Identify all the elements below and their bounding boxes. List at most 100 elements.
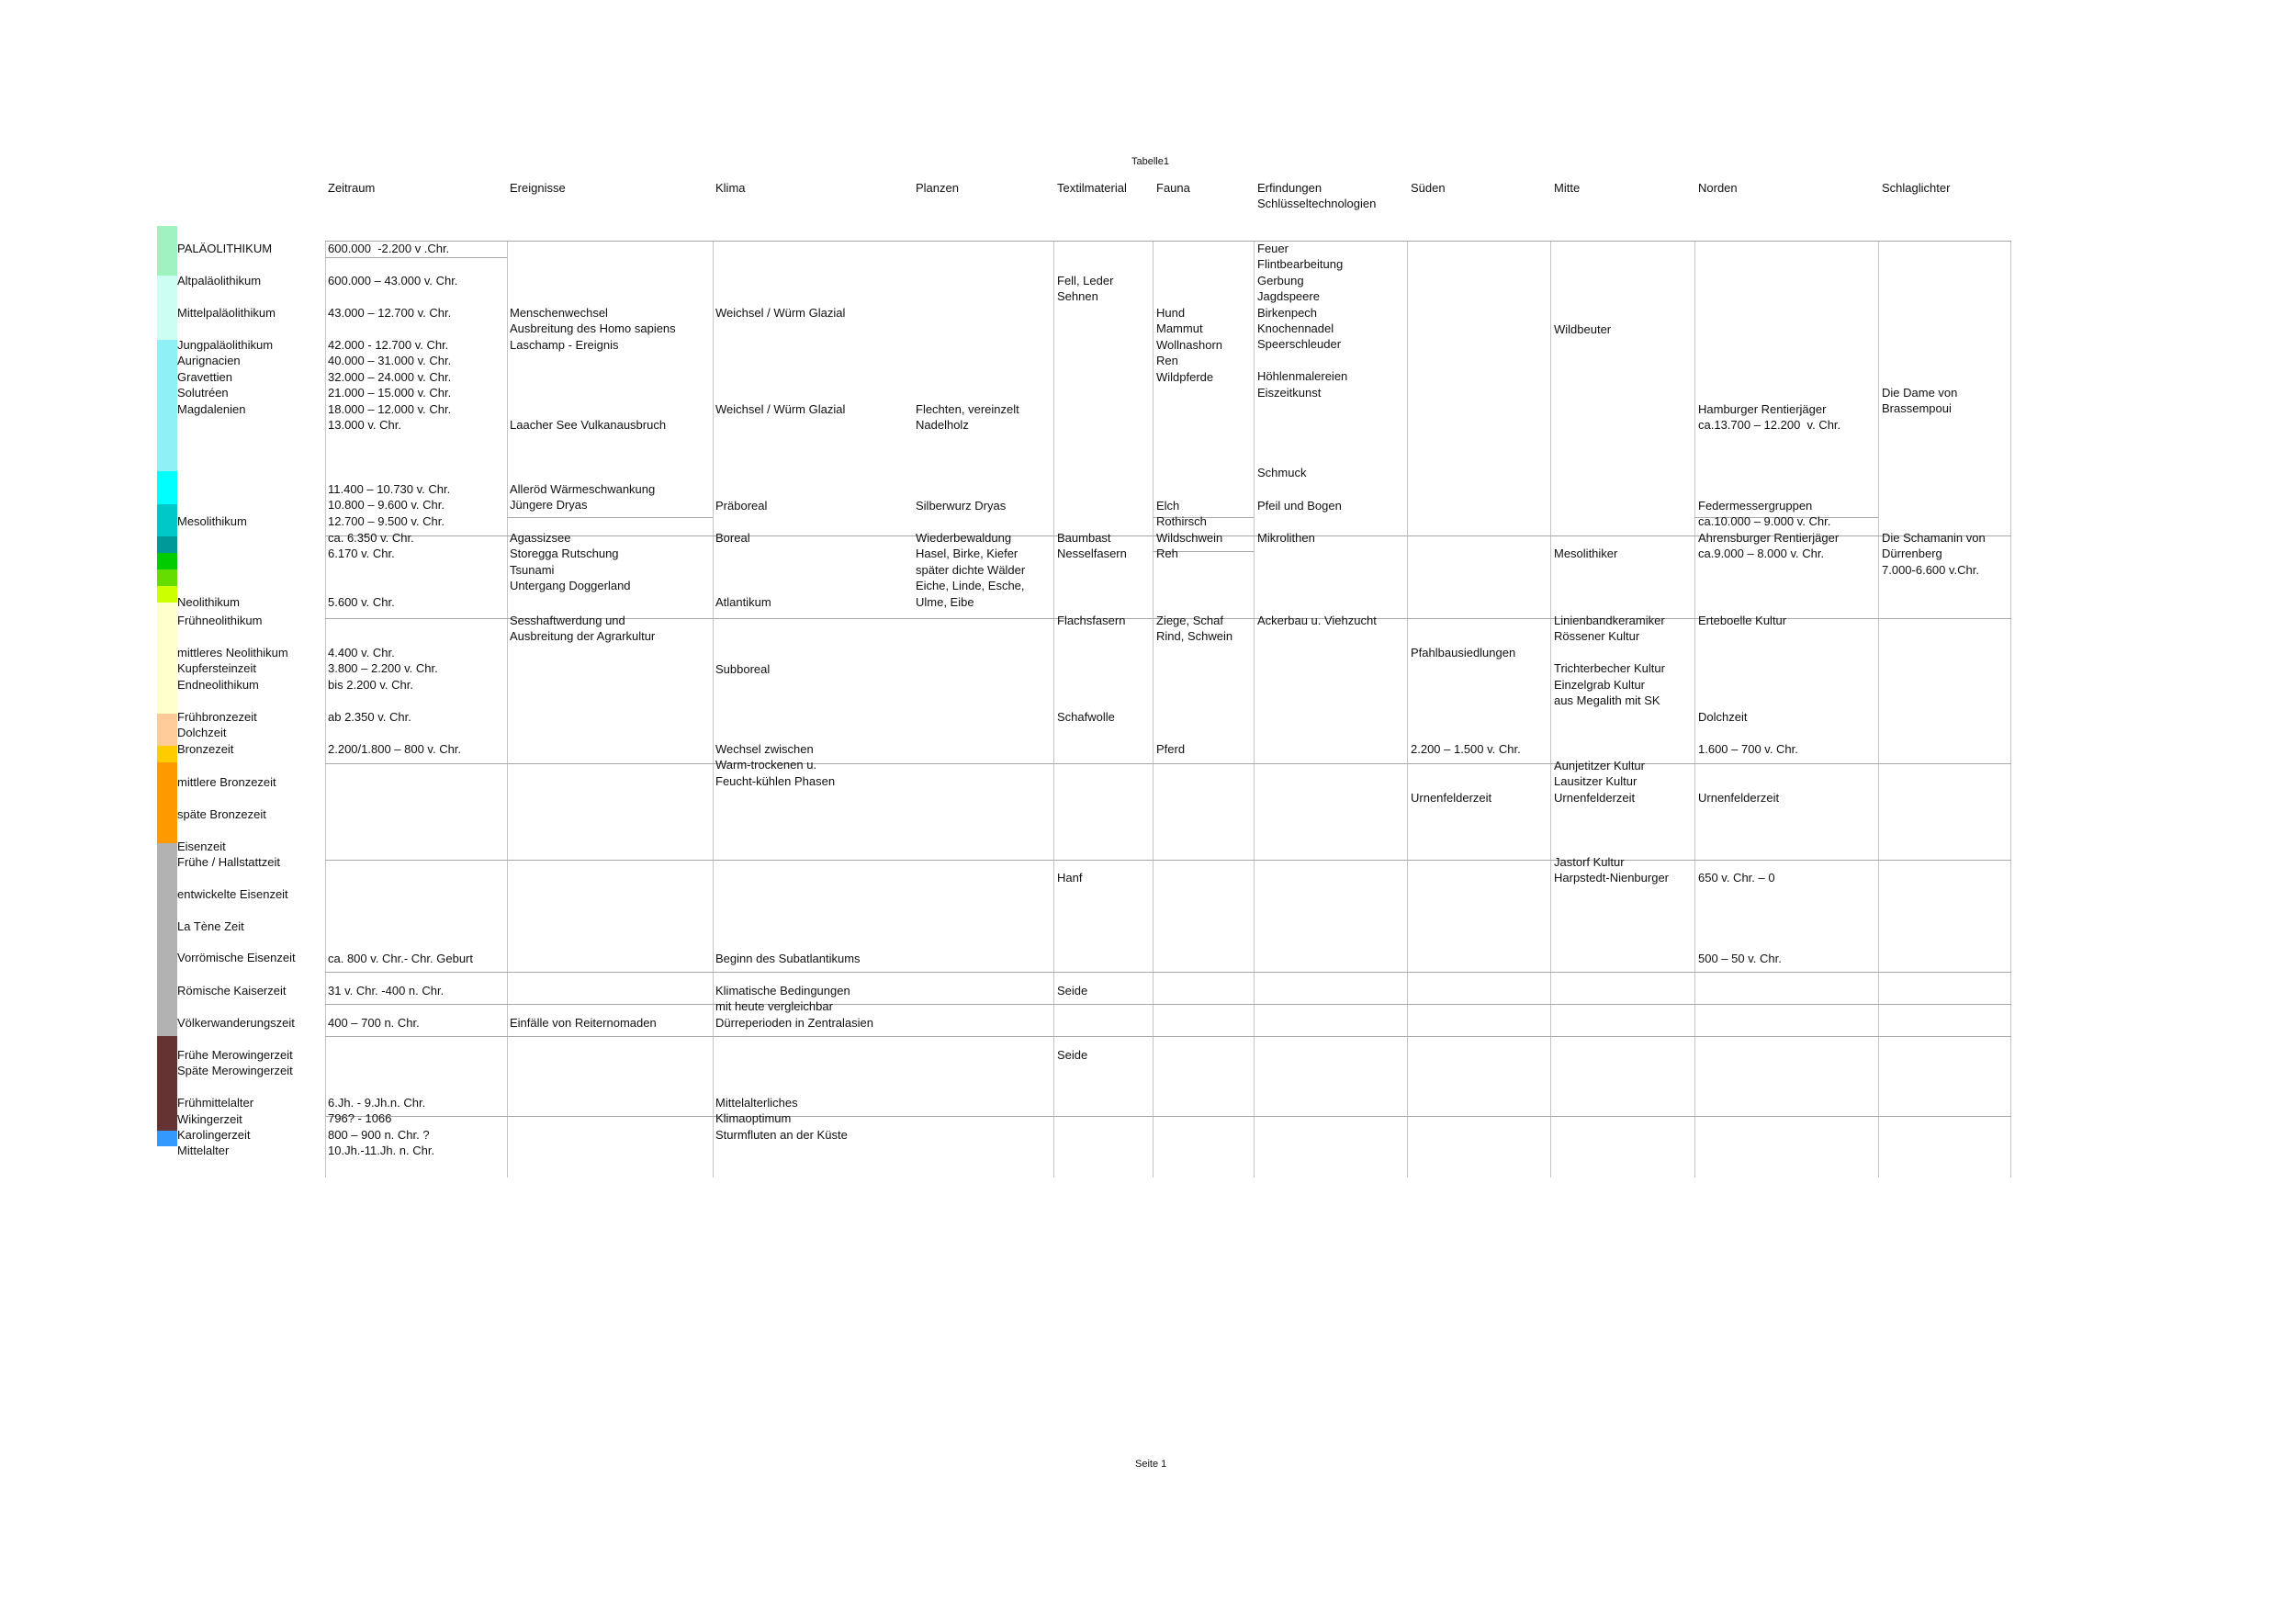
grid-hline — [325, 860, 2011, 861]
table-cell-textil: Flachsfasern — [1057, 614, 1126, 627]
grid-hline — [325, 257, 507, 258]
color-swatch — [157, 1036, 177, 1131]
table-cell-event: Laacher See Vulkanausbruch — [510, 418, 667, 432]
table-cell-nord: Ahrensburger Rentierjäger ca.9.000 – 8.0… — [1698, 531, 1840, 561]
table-cell-textil: Seide — [1057, 1048, 1088, 1062]
table-cell-textil: Fell, Leder Sehnen — [1057, 274, 1114, 304]
table-cell-invent: Schmuck — [1257, 466, 1307, 479]
color-swatch — [157, 276, 177, 340]
table-cell-klima: Weichsel / Würm Glazial — [715, 306, 846, 320]
table-cell-textil: Hanf — [1057, 871, 1083, 885]
header-zeitraum: Zeitraum — [328, 181, 376, 195]
grid-hline — [1153, 551, 1254, 552]
table-cell-epoch: Altpaläolithikum — [177, 274, 262, 287]
grid-hline — [325, 241, 2011, 242]
grid-hline — [325, 535, 2011, 536]
table-cell-klima: Klimatische Bedingungen mit heute vergle… — [715, 984, 873, 1030]
table-cell-date: 400 – 700 n. Chr. — [328, 1016, 420, 1030]
table-cell-epoch: Mesolithikum — [177, 514, 247, 528]
color-swatch — [157, 536, 177, 553]
table-cell-invent: Mikrolithen — [1257, 531, 1315, 545]
table-cell-klima: Beginn des Subatlantikums — [715, 952, 861, 965]
header-textilmaterial: Textilmaterial — [1057, 181, 1127, 195]
table-cell-klima: Mittelalterliches Klimaoptimum Sturmflut… — [715, 1096, 848, 1142]
table-cell-date: ca. 6.350 v. Chr. 6.170 v. Chr. — [328, 531, 414, 561]
table-cell-klima: Boreal — [715, 531, 750, 545]
grid-hline — [507, 517, 713, 518]
grid-hline — [1694, 517, 1878, 518]
header-planzen: Planzen — [916, 181, 959, 195]
table-cell-invent: Feuer Flintbearbeitung Gerbung Jagdspeer… — [1257, 242, 1348, 400]
table-cell-date: 600.000 – 43.000 v. Chr. — [328, 274, 458, 287]
color-swatch — [157, 586, 177, 603]
color-swatch — [157, 471, 177, 504]
grid-vline — [1254, 241, 1255, 1178]
grid-hline — [325, 972, 2011, 973]
color-swatch — [157, 603, 177, 714]
grid-vline — [1694, 241, 1695, 1178]
table-cell-sued: 2.200 – 1.500 v. Chr. — [1411, 742, 1521, 756]
table-cell-fauna: Hund Mammut Wollnashorn Ren Wildpferde — [1156, 306, 1223, 384]
table-cell-date: 6.Jh. - 9.Jh.n. Chr. 796? - 1066 800 – 9… — [328, 1096, 435, 1158]
grid-vline — [1153, 241, 1154, 1178]
table-cell-mitte: Linienbandkeramiker Rössener Kultur Tric… — [1554, 614, 1665, 708]
color-swatch — [157, 569, 177, 586]
table-cell-schlag: Die Schamanin von Dürrenberg 7.000-6.600… — [1882, 531, 1986, 577]
table-cell-plant: Flechten, vereinzelt Nadelholz — [916, 402, 1019, 433]
table-cell-event: Einfälle von Reiternomaden — [510, 1016, 657, 1030]
table-cell-epoch: Frühneolithikum mittleres Neolithikum Ku… — [177, 614, 288, 692]
table-cell-date: 42.000 - 12.700 v. Chr. 40.000 – 31.000 … — [328, 338, 452, 433]
grid-hline — [1153, 517, 1254, 518]
grid-hline — [325, 1116, 2011, 1117]
table-cell-event: Agassizsee Storegga Rutschung Tsunami Un… — [510, 531, 631, 593]
table-cell-invent: Ackerbau u. Viehzucht — [1257, 614, 1377, 627]
table-cell-date: ca. 800 v. Chr.- Chr. Geburt — [328, 952, 473, 965]
header-sueden: Süden — [1411, 181, 1446, 195]
table-cell-event: Menschenwechsel Ausbreitung des Homo sap… — [510, 306, 676, 352]
color-swatch — [157, 1131, 177, 1146]
table-cell-plant: Silberwurz Dryas — [916, 499, 1007, 513]
table-cell-mitte: Aunjetitzer Kultur Lausitzer Kultur Urne… — [1554, 759, 1645, 805]
table-cell-event: Alleröd Wärmeschwankung Jüngere Dryas — [510, 482, 656, 513]
grid-hline — [325, 763, 2011, 764]
grid-hline — [325, 618, 2011, 619]
table-cell-nord: Federmessergruppen ca.10.000 – 9.000 v. … — [1698, 499, 1831, 529]
table-cell-nord: Urnenfelderzeit — [1698, 791, 1780, 805]
table-cell-mitte: Jastorf Kultur Harpstedt-Nienburger — [1554, 855, 1670, 885]
color-swatch — [157, 340, 177, 471]
table-cell-klima: Weichsel / Würm Glazial — [715, 402, 846, 416]
header-norden: Norden — [1698, 181, 1738, 195]
grid-vline — [507, 241, 508, 1178]
table-cell-epoch: Mittelpaläolithikum — [177, 306, 276, 320]
document-title: Tabelle1 — [1131, 156, 1169, 167]
table-cell-schlag: Die Dame von Brassempoui — [1882, 386, 1958, 416]
grid-vline — [1053, 241, 1054, 1178]
color-swatch — [157, 504, 177, 536]
table-cell-date: 4.400 v. Chr. 3.800 – 2.200 v. Chr. bis … — [328, 646, 438, 692]
table-cell-date: 2.200/1.800 – 800 v. Chr. — [328, 742, 462, 756]
table-cell-fauna: Wildschwein Reh — [1156, 531, 1223, 561]
table-cell-klima: Subboreal — [715, 662, 771, 676]
grid-vline — [1407, 241, 1408, 1178]
table-cell-date: 5.600 v. Chr. — [328, 595, 395, 609]
table-cell-klima: Präboreal — [715, 499, 768, 513]
table-cell-textil: Schafwolle — [1057, 710, 1115, 724]
color-swatch — [157, 762, 177, 843]
table-cell-event: Sesshaftwerdung und Ausbreitung der Agra… — [510, 614, 656, 644]
table-cell-nord: 650 v. Chr. – 0 — [1698, 871, 1775, 885]
header-fauna: Fauna — [1156, 181, 1190, 195]
table-cell-date: 11.400 – 10.730 v. Chr. 10.800 – 9.600 v… — [328, 482, 451, 528]
table-cell-fauna: Ziege, Schaf Rind, Schwein — [1156, 614, 1233, 644]
table-cell-date: 43.000 – 12.700 v. Chr. — [328, 306, 452, 320]
table-cell-nord: 500 – 50 v. Chr. — [1698, 952, 1782, 965]
header-ereignisse: Ereignisse — [510, 181, 566, 195]
table-cell-mitte: Mesolithiker — [1554, 547, 1618, 560]
table-cell-nord: Hamburger Rentierjäger ca.13.700 – 12.20… — [1698, 402, 1841, 433]
table-cell-epoch: Jungpaläolithikum Aurignacien Gravettien… — [177, 338, 274, 416]
table-cell-epoch: Frühbronzezeit Dolchzeit Bronzezeit — [177, 710, 257, 756]
grid-vline — [1550, 241, 1551, 1178]
table-cell-fauna: Pferd — [1156, 742, 1186, 756]
color-swatch — [157, 843, 177, 1036]
table-cell-textil: Baumbast Nesselfasern — [1057, 531, 1127, 561]
table-cell-date: 31 v. Chr. -400 n. Chr. — [328, 984, 445, 997]
